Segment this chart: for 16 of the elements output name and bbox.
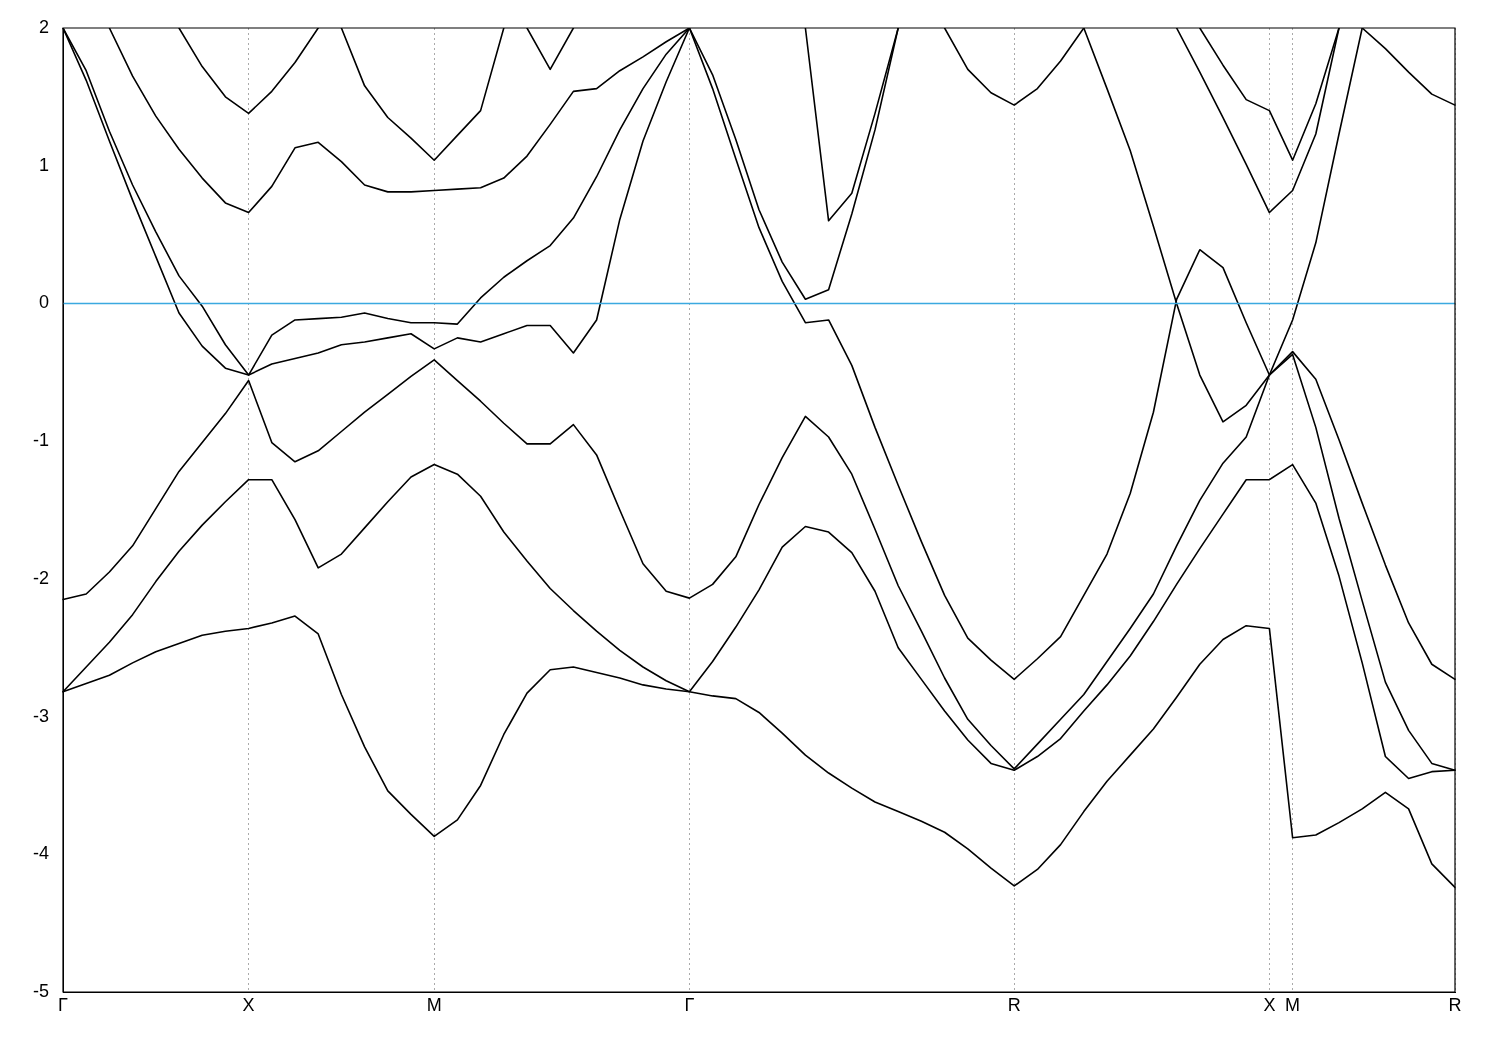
x-tick-label: R xyxy=(1007,994,1021,1015)
x-tick-label: Γ xyxy=(684,994,695,1015)
x-tick-label: Γ xyxy=(58,994,69,1015)
y-tick-label: -2 xyxy=(32,567,49,588)
y-tick-label: 2 xyxy=(38,16,49,37)
x-tick-label: X xyxy=(1263,994,1276,1015)
x-tick-label: M xyxy=(1285,994,1301,1015)
y-tick-label: -4 xyxy=(32,843,49,864)
y-tick-label: 1 xyxy=(38,154,49,175)
x-tick-label: X xyxy=(242,994,255,1015)
x-tick-label: M xyxy=(426,994,442,1015)
y-tick-label: 0 xyxy=(38,292,49,313)
y-tick-label: -3 xyxy=(32,705,49,726)
y-tick-label: -1 xyxy=(32,430,49,451)
y-tick-label: -5 xyxy=(32,980,49,1001)
x-tick-label: R xyxy=(1448,994,1462,1015)
